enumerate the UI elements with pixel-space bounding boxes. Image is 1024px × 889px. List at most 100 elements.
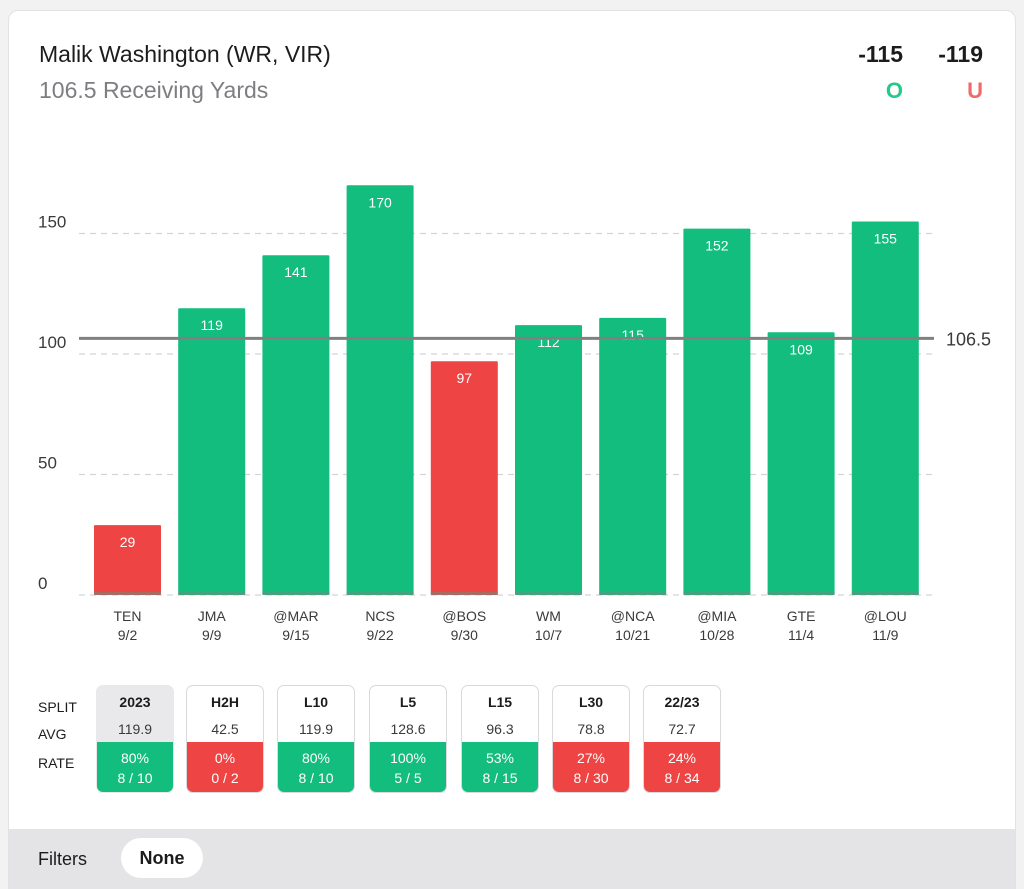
prop-line-label: 106.5 xyxy=(946,329,991,349)
y-tick-label: 0 xyxy=(38,574,47,593)
split-pct: 53% xyxy=(485,750,515,766)
split-name: L5 xyxy=(399,694,417,710)
split-col-l5[interactable]: L5 128.6 100% 5 / 5 xyxy=(369,685,447,793)
bar xyxy=(430,361,498,595)
x-date-label: 9/15 xyxy=(282,627,309,643)
split-rate: 0% 0 / 2 xyxy=(187,742,263,792)
split-pct: 80% xyxy=(301,750,331,766)
bar-value-label: 170 xyxy=(368,194,392,210)
x-category-label: @BOS xyxy=(442,608,486,624)
bar-baseline xyxy=(346,592,414,595)
split-col-h2h[interactable]: H2H 42.5 0% 0 / 2 xyxy=(186,685,264,793)
split-name: 2023 xyxy=(119,694,151,710)
split-pct: 100% xyxy=(390,750,426,766)
x-category-label: WM xyxy=(536,608,561,624)
over-label: O xyxy=(885,78,903,103)
split-pct: 0% xyxy=(214,750,236,766)
x-category-label: @MIA xyxy=(697,608,737,624)
over-odds[interactable]: -115 xyxy=(858,41,903,67)
bar-baseline xyxy=(430,592,498,595)
bar xyxy=(262,255,330,595)
split-rate: 80% 8 / 10 xyxy=(278,742,354,792)
x-category-label: @NCA xyxy=(611,608,655,624)
split-record: 8 / 34 xyxy=(664,770,700,786)
split-avg: 119.9 xyxy=(299,721,333,737)
split-rate: 27% 8 / 30 xyxy=(553,742,629,792)
bar-value-label: 141 xyxy=(284,264,308,280)
split-record: 8 / 10 xyxy=(117,770,153,786)
split-avg: 128.6 xyxy=(390,721,426,737)
x-date-label: 9/9 xyxy=(202,627,222,643)
x-date-label: 11/9 xyxy=(872,627,898,643)
bar-chart: 0 50 100 150 29 TEN 9/2 119 JMA 9/9 141 @MAR 9/15 170… xyxy=(38,185,991,643)
split-col-l15[interactable]: L15 96.3 53% 8 / 15 xyxy=(461,685,539,793)
split-row-label: SPLIT xyxy=(38,699,77,715)
avg-row-label: AVG xyxy=(38,726,67,742)
bar-value-label: 112 xyxy=(537,334,560,350)
split-col-2023[interactable]: 2023 119.9 80% 8 / 10 xyxy=(96,685,174,793)
split-record: 8 / 15 xyxy=(482,770,518,786)
split-name: L30 xyxy=(578,694,604,710)
bar-baseline xyxy=(851,592,919,595)
split-avg: 72.7 xyxy=(668,721,696,737)
split-col-l30[interactable]: L30 78.8 27% 8 / 30 xyxy=(552,685,630,793)
x-date-label: 10/7 xyxy=(535,627,562,643)
x-category-label: @MAR xyxy=(273,608,318,624)
x-category-label: GTE xyxy=(787,608,816,624)
x-date-label: 10/28 xyxy=(699,627,734,643)
x-category-label: TEN xyxy=(114,608,142,624)
under-odds[interactable]: -119 xyxy=(938,41,983,67)
bar-value-label: 152 xyxy=(705,238,729,254)
split-record: 8 / 30 xyxy=(573,770,609,786)
filter-none-button[interactable]: None xyxy=(121,838,203,878)
bar xyxy=(178,308,246,595)
x-date-label: 11/4 xyxy=(788,627,814,643)
split-name: L10 xyxy=(303,694,329,710)
bar-value-label: 29 xyxy=(120,534,136,550)
rate-row-label: RATE xyxy=(38,755,75,771)
x-date-label: 10/21 xyxy=(615,627,650,643)
x-category-label: NCS xyxy=(365,608,395,624)
split-rate: 24% 8 / 34 xyxy=(644,742,720,792)
bar-value-label: 115 xyxy=(622,327,645,343)
bar xyxy=(683,228,751,595)
bar xyxy=(346,185,414,596)
split-col-22-23[interactable]: 22/23 72.7 24% 8 / 34 xyxy=(643,685,721,793)
bar-baseline xyxy=(515,592,582,595)
bar xyxy=(515,325,582,595)
split-rate: 53% 8 / 15 xyxy=(462,742,538,792)
split-pct: 27% xyxy=(576,750,606,766)
split-avg: 42.5 xyxy=(211,721,239,737)
split-pct: 80% xyxy=(120,750,150,766)
y-tick-label: 50 xyxy=(38,454,57,473)
y-tick-label: 100 xyxy=(38,333,66,352)
bar-value-label: 119 xyxy=(201,317,224,333)
split-avg: 96.3 xyxy=(486,721,514,737)
splits-table: SPLIT AVG RATE 2023 119.9 80% 8 / 10 H2H… xyxy=(9,683,1015,803)
bar-baseline xyxy=(94,592,161,595)
bar xyxy=(94,525,161,595)
split-pct: 24% xyxy=(667,750,697,766)
bar xyxy=(767,332,835,595)
filters-label: Filters xyxy=(38,849,87,869)
bar-baseline xyxy=(599,592,667,595)
prop-line: 106.5 Receiving Yards xyxy=(39,77,269,103)
bar-baseline xyxy=(683,592,751,595)
split-rate: 100% 5 / 5 xyxy=(370,742,446,792)
player-name: Malik Washington (WR, VIR) xyxy=(39,41,331,67)
prop-card: Malik Washington (WR, VIR) 106.5 Receivi… xyxy=(8,10,1016,889)
bar-value-label: 109 xyxy=(789,341,813,357)
x-category-label: JMA xyxy=(198,608,227,624)
bar-value-label: 97 xyxy=(457,370,473,386)
bar xyxy=(851,221,919,595)
x-date-label: 9/22 xyxy=(366,627,393,643)
bar xyxy=(599,317,667,595)
split-col-l10[interactable]: L10 119.9 80% 8 / 10 xyxy=(277,685,355,793)
split-name: L15 xyxy=(487,694,513,710)
split-rate: 80% 8 / 10 xyxy=(97,742,173,792)
bar-baseline xyxy=(178,592,246,595)
x-date-label: 9/30 xyxy=(451,627,478,643)
split-name: H2H xyxy=(210,694,239,710)
bar-baseline xyxy=(767,592,835,595)
x-category-label: @LOU xyxy=(864,608,907,624)
